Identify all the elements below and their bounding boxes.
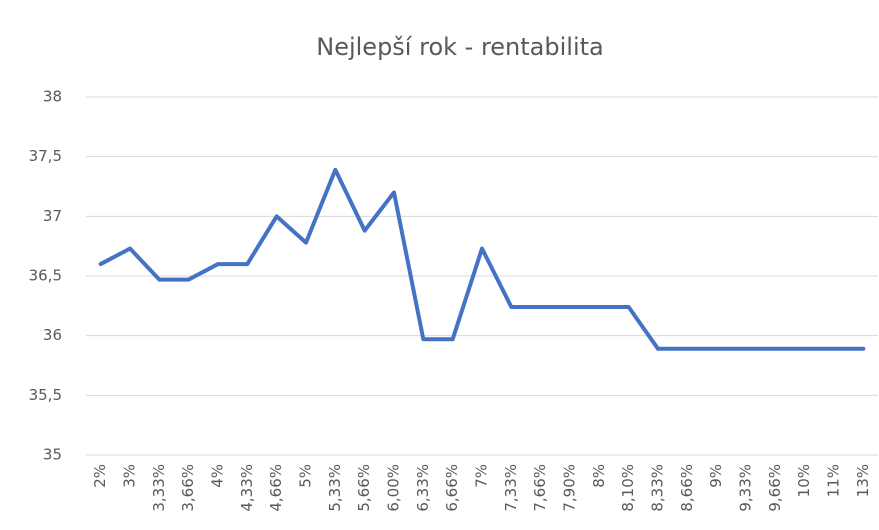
x-tick-label: 9%	[707, 464, 725, 488]
x-tick-label: 8,66%	[678, 464, 696, 512]
x-tick-label: 7,90%	[561, 464, 579, 512]
x-tick-label: 3%	[121, 464, 139, 488]
x-tick-label: 6,00%	[385, 464, 403, 512]
x-tick-label: 3,66%	[179, 464, 197, 512]
x-tick-label: 5,66%	[355, 464, 373, 512]
y-tick-label: 36,5	[29, 267, 62, 285]
x-tick-label: 4,66%	[267, 464, 285, 512]
x-tick-label: 5%	[297, 464, 315, 488]
x-tick-label: 3,33%	[150, 464, 168, 512]
y-tick-label: 36	[43, 326, 62, 344]
y-tick-label: 35,5	[29, 386, 62, 404]
x-tick-label: 7,66%	[531, 464, 549, 512]
x-tick-label: 7%	[473, 464, 491, 488]
x-tick-label: 6,33%	[414, 464, 432, 512]
x-tick-label: 6,66%	[443, 464, 461, 512]
x-tick-label: 7,33%	[502, 464, 520, 512]
x-tick-label: 8,33%	[649, 464, 667, 512]
x-tick-label: 4,33%	[238, 464, 256, 512]
y-tick-label: 37	[43, 207, 62, 225]
chart-title: Nejlepší rok - rentabilita	[316, 33, 603, 61]
data-line	[98, 167, 866, 351]
x-tick-label: 4%	[209, 464, 227, 488]
x-tick-label: 13%	[854, 464, 872, 497]
y-tick-label: 38	[43, 88, 62, 106]
x-tick-label: 8,10%	[619, 464, 637, 512]
x-tick-label: 8%	[590, 464, 608, 488]
x-tick-label: 9,33%	[737, 464, 755, 512]
x-tick-label: 5,33%	[326, 464, 344, 512]
x-tick-label: 9,66%	[766, 464, 784, 512]
y-tick-label: 37,5	[29, 147, 62, 165]
x-tick-label: 11%	[825, 464, 843, 497]
x-tick-label: 10%	[795, 464, 813, 497]
x-tick-label: 2%	[91, 464, 109, 488]
y-tick-label: 35	[43, 446, 62, 464]
